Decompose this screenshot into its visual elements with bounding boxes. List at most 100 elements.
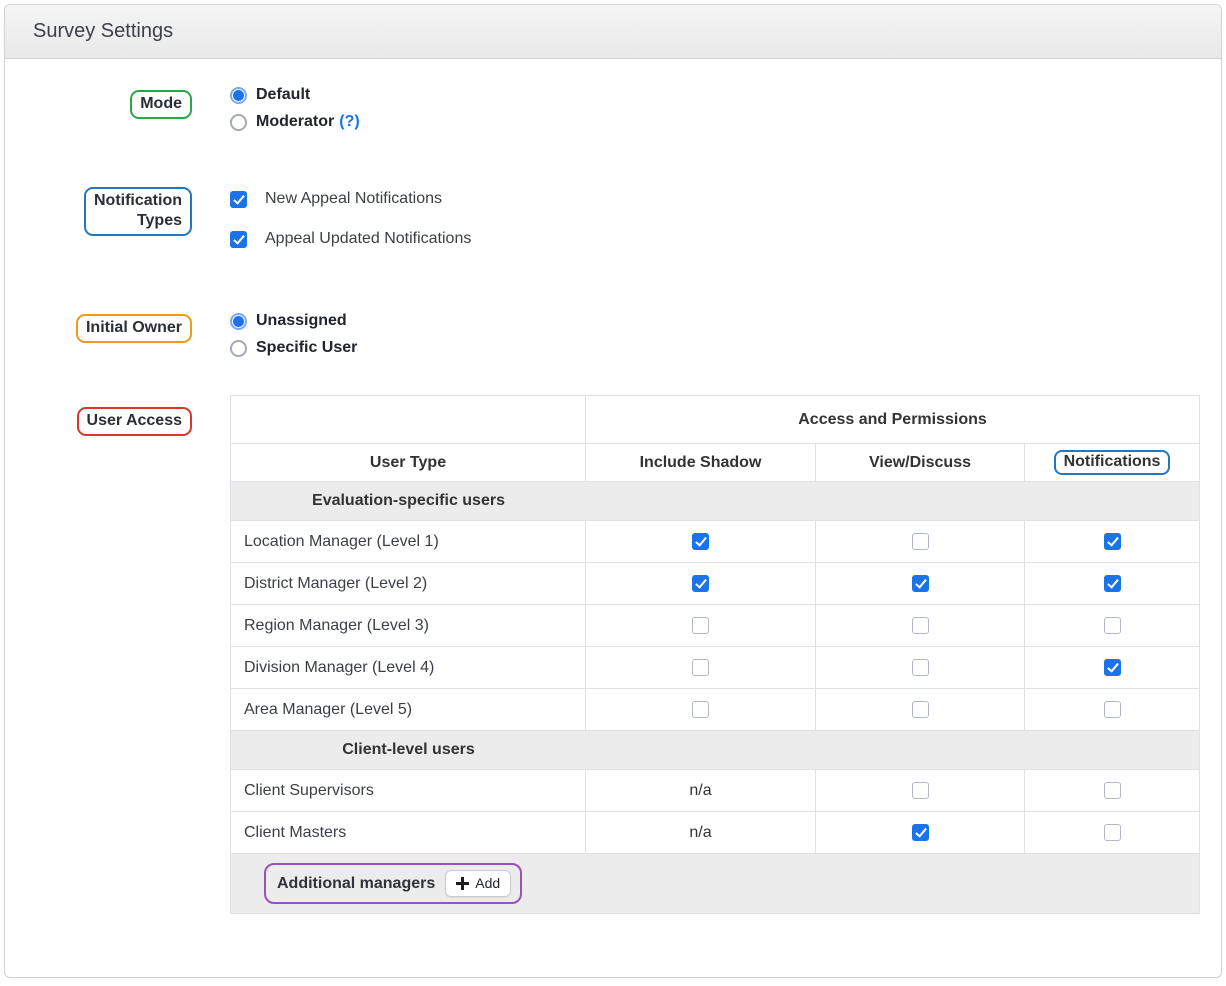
checkbox-checked[interactable]: [1103, 532, 1121, 550]
col-header-include-shadow: Include Shadow: [585, 443, 816, 482]
checkbox-unchecked[interactable]: [911, 532, 929, 550]
mode-label: Mode: [130, 90, 192, 119]
add-manager-button[interactable]: Add: [445, 870, 512, 897]
initial-owner-label: Initial Owner: [75, 314, 192, 343]
checkbox-checked[interactable]: [911, 574, 929, 592]
add-button-label: Add: [475, 875, 501, 891]
section-title: Evaluation-specific users: [312, 492, 505, 509]
page-title: Survey Settings: [33, 20, 174, 42]
permission-cell: [1023, 646, 1201, 689]
permission-cell: [585, 604, 816, 647]
section-header-row: Evaluation-specific users: [229, 481, 1201, 521]
col-header-notifications: Notifications: [1023, 443, 1201, 482]
permission-cell: [1023, 769, 1201, 812]
checkbox-checked[interactable]: [692, 532, 709, 550]
permission-cell: [585, 688, 816, 731]
mode-option-label: Moderator: [256, 113, 335, 130]
checkbox-unchecked[interactable]: [911, 616, 929, 634]
access-permissions-header: Access and Permissions: [584, 395, 1201, 444]
access-permissions-table: Access and Permissions User Type Include…: [229, 395, 1201, 914]
checkbox-unchecked[interactable]: [692, 616, 709, 634]
mode-option-moderator: Moderator (?): [230, 113, 360, 131]
checkbox-checked[interactable]: [1103, 574, 1121, 592]
table-row: Area Manager (Level 5): [230, 688, 1201, 731]
permission-cell: [1023, 811, 1201, 854]
checkbox-checked[interactable]: [1103, 658, 1121, 676]
notification-option-appeal-updated: Appeal Updated Notifications: [230, 230, 471, 248]
permission-cell: [585, 646, 816, 689]
empty-header-cell: [230, 395, 586, 444]
table-row: Client Supervisors n/a: [230, 769, 1201, 812]
panel-body: Mode Default Moderator (?) Notification: [5, 59, 1221, 914]
additional-managers-group: Additional managers Add: [264, 863, 523, 904]
user-type-cell: Client Masters: [230, 811, 586, 854]
plus-icon: [456, 876, 470, 890]
checkbox-unchecked[interactable]: [1103, 700, 1121, 718]
section-header-row: Client-level users: [229, 730, 1201, 770]
mode-option-default: Default: [230, 86, 360, 104]
notification-types-label: Notification Types: [84, 187, 192, 236]
notifications-column-badge: Notifications: [1053, 450, 1171, 475]
permission-cell: [815, 604, 1025, 647]
user-type-cell: Location Manager (Level 1): [230, 520, 586, 563]
survey-settings-panel: Survey Settings Mode Default Moderator (…: [4, 4, 1222, 978]
table-row: Region Manager (Level 3): [230, 604, 1201, 647]
user-type-cell: Area Manager (Level 5): [230, 688, 586, 731]
checkbox-unchecked[interactable]: [692, 700, 709, 718]
checkbox-unchecked[interactable]: [911, 658, 929, 676]
permission-cell: [585, 562, 816, 605]
permission-cell: [1023, 520, 1201, 563]
initial-owner-row: Initial Owner Unassigned Specific User: [5, 312, 1221, 366]
table-row: Location Manager (Level 1): [230, 520, 1201, 563]
permission-cell: [1023, 688, 1201, 731]
not-applicable-cell: n/a: [585, 769, 816, 812]
checkbox-unchecked[interactable]: [1103, 823, 1121, 841]
owner-option-unassigned: Unassigned: [230, 312, 357, 330]
radio-moderator[interactable]: [230, 113, 247, 131]
permission-cell: [815, 811, 1025, 854]
notification-option-new-appeal: New Appeal Notifications: [230, 190, 471, 208]
user-type-cell: Region Manager (Level 3): [230, 604, 586, 647]
permission-cell: [815, 646, 1025, 689]
checkbox-unchecked[interactable]: [911, 781, 929, 799]
user-type-cell: District Manager (Level 2): [230, 562, 586, 605]
user-type-cell: Client Supervisors: [230, 769, 586, 812]
access-table-body: Evaluation-specific users Location Manage…: [229, 481, 1201, 854]
radio-specific-user[interactable]: [230, 339, 247, 357]
permission-cell: [1023, 604, 1201, 647]
user-access-label: User Access: [76, 407, 192, 436]
checkbox-checked[interactable]: [692, 574, 709, 592]
radio-unassigned[interactable]: [230, 312, 247, 330]
table-group-header-row: Access and Permissions: [230, 395, 1201, 444]
permission-cell: [815, 562, 1025, 605]
table-row: Client Masters n/a: [230, 811, 1201, 854]
notification-types-row: Notification Types New Appeal Notificati…: [5, 187, 1221, 270]
table-column-header-row: User Type Include Shadow View/Discuss No…: [230, 443, 1201, 482]
additional-managers-label: Additional managers: [277, 874, 436, 892]
permission-cell: [815, 520, 1025, 563]
permission-cell: [1023, 562, 1201, 605]
checkbox-unchecked[interactable]: [1103, 616, 1121, 634]
additional-managers-row: Additional managers Add: [229, 853, 1201, 914]
checkbox-unchecked[interactable]: [911, 700, 929, 718]
checkbox-unchecked[interactable]: [1103, 781, 1121, 799]
moderator-help-link[interactable]: (?): [339, 113, 360, 130]
mode-row: Mode Default Moderator (?): [5, 86, 1221, 140]
section-title: Client-level users: [342, 741, 475, 758]
not-applicable-cell: n/a: [585, 811, 816, 854]
checkbox-checked[interactable]: [911, 823, 929, 841]
col-header-view-discuss: View/Discuss: [815, 443, 1025, 482]
checkbox-appeal-updated[interactable]: [230, 230, 247, 248]
mode-option-label: Default: [256, 86, 311, 103]
permission-cell: [815, 688, 1025, 731]
user-type-cell: Division Manager (Level 4): [230, 646, 586, 689]
radio-default[interactable]: [230, 86, 247, 104]
owner-option-specific-user: Specific User: [230, 339, 357, 357]
table-row: District Manager (Level 2): [230, 562, 1201, 605]
checkbox-unchecked[interactable]: [692, 658, 709, 676]
permission-cell: [585, 520, 816, 563]
table-row: Division Manager (Level 4): [230, 646, 1201, 689]
checkbox-new-appeal[interactable]: [230, 190, 247, 208]
col-header-user-type: User Type: [230, 443, 586, 482]
user-access-row: User Access Access and Permissions User …: [5, 395, 1221, 914]
